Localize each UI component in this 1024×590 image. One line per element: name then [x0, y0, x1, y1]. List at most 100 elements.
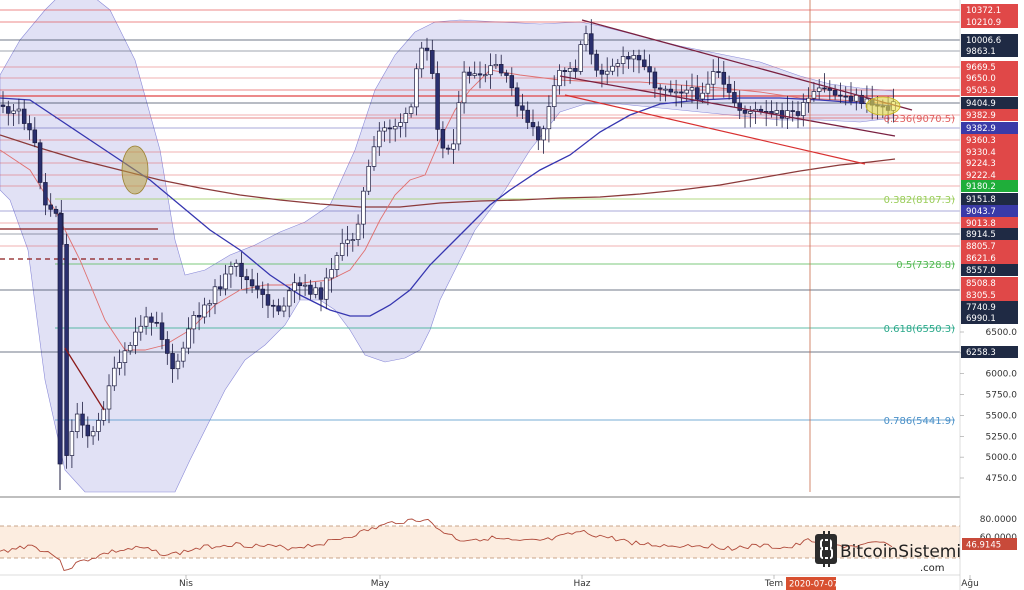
candle-body — [85, 424, 91, 437]
candle-body — [822, 87, 827, 90]
price-level-badge — [961, 289, 1018, 301]
price-level-label: 9669.5 — [966, 63, 996, 73]
price-level-label: 8805.7 — [966, 242, 996, 252]
price-level-label: 8557.0 — [966, 266, 996, 276]
candle-body — [90, 431, 96, 437]
candle-body — [732, 92, 737, 104]
candle-body — [377, 130, 382, 148]
price-level-label: 10210.9 — [966, 18, 1001, 28]
candle-body — [48, 204, 53, 210]
candle-body — [721, 71, 727, 85]
candle-body — [806, 97, 811, 103]
price-level-label: 9505.9 — [966, 86, 996, 96]
candle-body — [562, 70, 568, 72]
candle-body — [74, 413, 80, 432]
candle-body — [207, 303, 212, 306]
price-level-label: 9360.3 — [966, 136, 996, 146]
candle-body — [695, 87, 700, 100]
candle-body — [848, 95, 854, 102]
fibonacci-lines — [55, 117, 955, 421]
price-level-label: 9382.9 — [966, 124, 996, 134]
price-level-badge — [961, 157, 1018, 169]
candle-body — [440, 129, 446, 149]
fibonacci-level-label: 0.236(9070.5) — [884, 114, 956, 125]
cursor-date-label: 2020-07-07 — [789, 580, 838, 590]
candle-body — [276, 305, 281, 312]
candle-body — [477, 73, 483, 76]
candle-body — [785, 110, 790, 119]
candle-body — [631, 55, 636, 60]
candle-body — [530, 122, 536, 128]
candle-body — [498, 64, 504, 74]
candle-body — [16, 108, 22, 112]
price-level-label: 9013.8 — [966, 219, 996, 229]
fibonacci-level-label: 0.618(6550.3) — [884, 324, 956, 335]
price-level-label: 6258.3 — [966, 348, 996, 358]
candle-body — [557, 70, 562, 87]
candle-body — [43, 182, 48, 206]
candle-body — [424, 47, 430, 51]
candle-body — [324, 277, 329, 300]
fibonacci-level-label: 0.5(7328.8) — [896, 260, 955, 271]
candle-body — [774, 110, 780, 114]
price-level-badge — [961, 346, 1018, 358]
candle-body — [355, 223, 361, 240]
candle-body — [112, 367, 117, 387]
moving-average-blue — [0, 97, 894, 317]
candle-body — [790, 110, 795, 112]
fibonacci-level-label: 0.382(8107.3) — [884, 195, 956, 206]
candle-body — [80, 413, 85, 426]
candle-body — [589, 33, 594, 55]
time-tick-label: Haz — [573, 579, 590, 589]
candle-body — [69, 431, 75, 456]
price-level-label: 9650.0 — [966, 74, 996, 84]
bitcoin-logo-icon — [815, 531, 837, 567]
candle-body — [620, 56, 626, 64]
candle-body — [832, 90, 838, 96]
candle-body — [260, 288, 265, 295]
candle-body — [318, 287, 324, 300]
candle-body — [53, 208, 59, 214]
candle-body — [271, 304, 276, 307]
price-level-badge — [961, 61, 1018, 73]
price-level-badge — [961, 193, 1018, 205]
candle-body — [281, 305, 287, 312]
candle-body — [610, 65, 615, 72]
candle-body — [175, 360, 181, 370]
time-axis: Nis May Haz Tem Ağu — [179, 575, 979, 589]
candle-body — [191, 315, 197, 330]
candle-body — [387, 127, 393, 130]
candle-body — [149, 316, 154, 323]
candle-body — [133, 331, 138, 346]
candle-body — [700, 92, 705, 100]
candle-body — [583, 33, 589, 46]
candle-body — [689, 87, 695, 91]
price-level-label: 9330.4 — [966, 148, 996, 158]
candle-body — [218, 286, 223, 290]
candle-body — [811, 91, 817, 99]
price-tick-label: 4750.0 — [986, 474, 1018, 484]
candle-body — [642, 59, 647, 67]
candle-body — [6, 106, 11, 114]
candle-body — [657, 87, 663, 90]
candle-body — [467, 71, 472, 76]
price-level-label: 10372.1 — [966, 6, 1001, 16]
candle-body — [165, 339, 170, 354]
candle-body — [186, 328, 191, 349]
descending-trend-line — [564, 94, 866, 165]
candle-body — [212, 286, 218, 304]
candle-body — [551, 85, 557, 107]
price-level-badge — [961, 301, 1018, 313]
candle-body — [514, 87, 520, 107]
candle-body — [143, 316, 149, 327]
candle-body — [668, 88, 674, 93]
oscillator-value-badge-bg — [962, 538, 1017, 550]
cursor-date-badge: 2020-07-07 — [786, 577, 838, 590]
candle-body — [483, 74, 488, 77]
candle-body — [138, 325, 144, 333]
price-level-label: 8305.5 — [966, 291, 996, 301]
price-level-badge — [961, 122, 1018, 134]
candle-body — [180, 347, 186, 362]
